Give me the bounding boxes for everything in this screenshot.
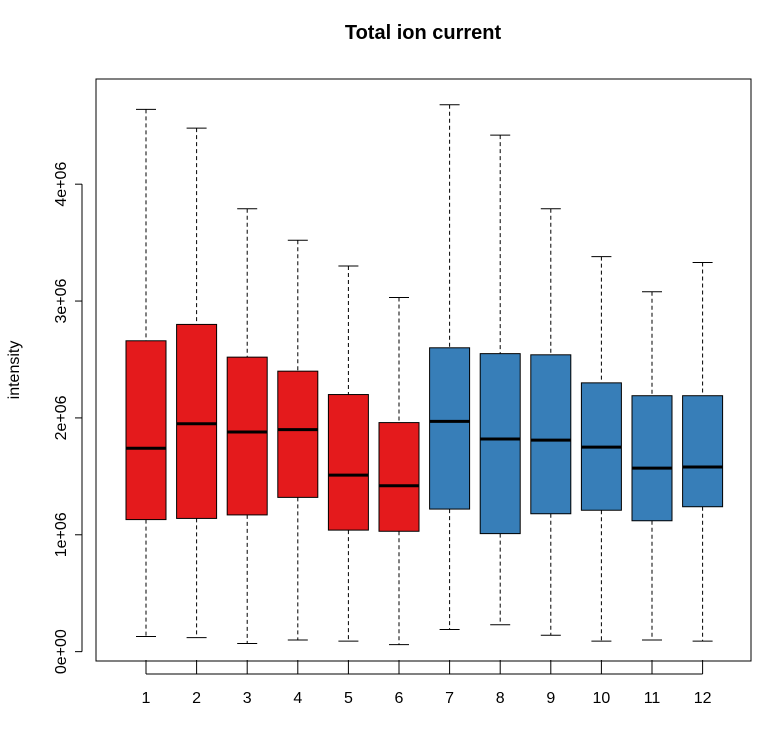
x-tick-label: 8 bbox=[496, 690, 505, 707]
x-tick-label: 12 bbox=[694, 690, 712, 707]
box-series bbox=[125, 104, 724, 646]
iqr-box bbox=[631, 395, 673, 522]
iqr-box bbox=[327, 394, 369, 531]
box-6 bbox=[378, 297, 420, 646]
iqr-box bbox=[682, 395, 724, 508]
box-8 bbox=[479, 134, 521, 626]
box-2 bbox=[176, 127, 218, 639]
box-7 bbox=[429, 104, 471, 630]
x-tick-label: 7 bbox=[445, 690, 454, 707]
y-tick-label: 3e+06 bbox=[53, 278, 70, 323]
x-axis: 1 2 3 4 5 6 7 8 9 10 11 12 bbox=[142, 660, 712, 707]
y-axis-label: intensity bbox=[6, 341, 23, 400]
iqr-box bbox=[226, 356, 268, 516]
box-3 bbox=[226, 208, 268, 644]
y-tick-label: 1e+06 bbox=[53, 512, 70, 557]
iqr-box bbox=[429, 347, 471, 510]
y-tick-label: 0e+00 bbox=[53, 629, 70, 674]
x-tick-label: 6 bbox=[395, 690, 404, 707]
box-1 bbox=[125, 108, 167, 637]
box-11 bbox=[631, 291, 673, 641]
box-4 bbox=[277, 239, 319, 641]
iqr-box bbox=[125, 340, 167, 521]
x-tick-label: 1 bbox=[142, 690, 151, 707]
iqr-box bbox=[277, 370, 319, 498]
y-axis: 0e+00 1e+06 2e+06 3e+06 4e+06 bbox=[53, 162, 83, 674]
box-9 bbox=[530, 208, 572, 636]
x-tick-label: 9 bbox=[546, 690, 555, 707]
iqr-box bbox=[378, 422, 420, 532]
plot-frame bbox=[95, 78, 752, 662]
box-5 bbox=[327, 265, 369, 642]
box-12 bbox=[682, 261, 724, 642]
iqr-box bbox=[479, 353, 521, 535]
x-tick-label: 2 bbox=[192, 690, 201, 707]
iqr-box bbox=[530, 354, 572, 515]
box-10 bbox=[580, 256, 622, 642]
y-tick-label: 4e+06 bbox=[53, 162, 70, 207]
x-tick-label: 11 bbox=[644, 690, 661, 707]
iqr-box bbox=[176, 323, 218, 519]
x-tick-label: 3 bbox=[243, 690, 252, 707]
chart-title: Total ion current bbox=[345, 22, 502, 44]
x-tick-label: 4 bbox=[293, 690, 302, 707]
y-tick-label: 2e+06 bbox=[53, 395, 70, 440]
x-tick-label: 10 bbox=[593, 690, 611, 707]
x-tick-label: 5 bbox=[344, 690, 353, 707]
